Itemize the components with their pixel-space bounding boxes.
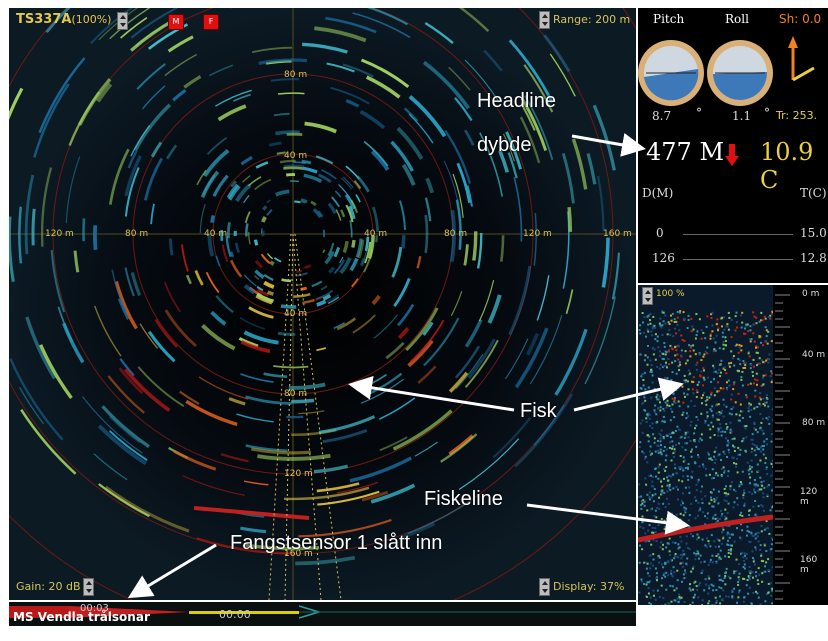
annotation-fiskeline: Fiskeline <box>424 488 503 511</box>
annotation-dybde: dybde <box>477 134 532 157</box>
annotation-fisk: Fisk <box>520 400 557 423</box>
annotation-headline: Headline <box>477 90 556 113</box>
annotation-fangstsensor: Fangstsensor 1 slått inn <box>230 532 442 555</box>
